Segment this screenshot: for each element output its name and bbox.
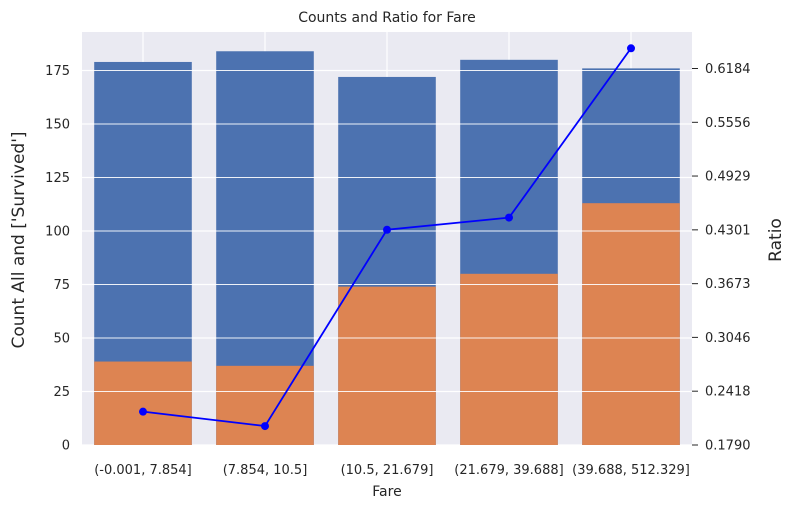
y-tick-label: 175 xyxy=(45,64,70,79)
y2-tick-label: 0.5556 xyxy=(705,116,751,131)
x-tick-label: (21.679, 39.688] xyxy=(454,463,563,478)
y-tick-label: 50 xyxy=(53,332,70,347)
y-tick-label: 75 xyxy=(53,278,70,293)
x-tick-label: (7.854, 10.5] xyxy=(223,463,308,478)
bar-survived xyxy=(582,203,680,445)
y-axis-right: 0.1790 0.2418 0.3046 0.3673 0.4301 0.4929 0.55… xyxy=(692,62,751,454)
y-tick-label: 125 xyxy=(45,171,70,186)
y-tick-label: 25 xyxy=(53,385,70,400)
y2-tick-label: 0.4301 xyxy=(705,223,751,238)
y2-tick-label: 0.3046 xyxy=(705,331,751,346)
bars xyxy=(82,51,692,446)
x-axis-label: Fare xyxy=(372,484,401,500)
x-tick-label: (10.5, 21.679] xyxy=(341,463,434,478)
y-tick-label: 150 xyxy=(45,118,70,133)
y-tick-label: 100 xyxy=(45,225,70,240)
y-axis-left: 0 25 50 75 100 125 150 175 xyxy=(45,64,70,453)
ratio-point xyxy=(139,407,147,416)
ratio-line xyxy=(139,44,635,431)
x-tick-label: (-0.001, 7.854] xyxy=(94,463,192,478)
ratio-point xyxy=(505,213,513,222)
chart-title: Counts and Ratio for Fare xyxy=(298,10,476,26)
y2-tick-label: 0.2418 xyxy=(705,385,751,400)
y2-tick-label: 0.4929 xyxy=(705,170,751,185)
x-tick-label: (39.688, 512.329] xyxy=(572,463,690,478)
ratio-point xyxy=(627,44,635,53)
y2-tick-label: 0.3673 xyxy=(705,277,751,292)
ratio-point xyxy=(261,422,269,431)
x-axis: (-0.001, 7.854] (7.854, 10.5] (10.5, 21.67… xyxy=(94,463,690,478)
y2-tick-label: 0.6184 xyxy=(705,62,751,77)
bar-survived xyxy=(94,361,192,445)
y2-tick-label: 0.1790 xyxy=(705,439,751,454)
y-tick-label: 0 xyxy=(62,439,70,454)
bar-survived xyxy=(338,286,436,445)
ratio-point xyxy=(383,225,391,234)
y-axis-label: Count All and ['Survived'] xyxy=(9,131,29,348)
bar-survived xyxy=(460,273,558,445)
bar-survived xyxy=(216,365,314,445)
y2-axis-label: Ratio xyxy=(766,218,786,262)
